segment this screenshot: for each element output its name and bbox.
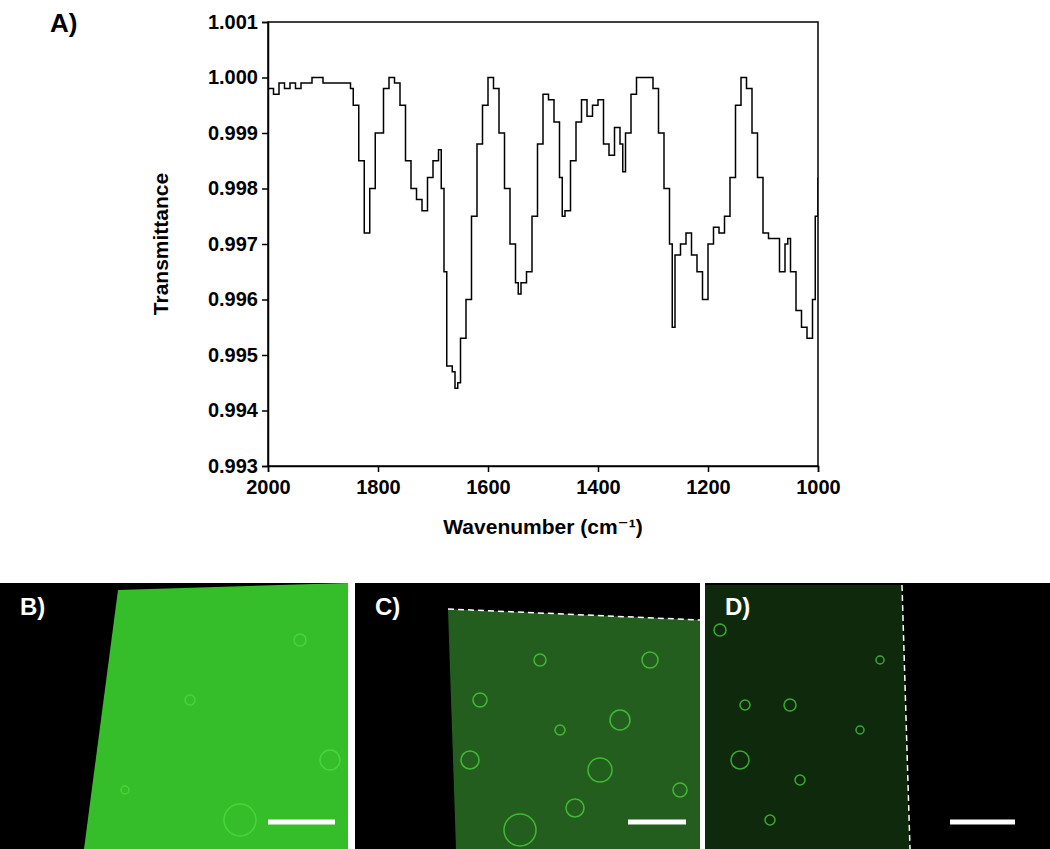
pore-outline — [876, 656, 884, 664]
pore-outline — [740, 700, 750, 710]
micrograph: C) — [355, 583, 700, 849]
x-tick-label: 1600 — [466, 476, 511, 498]
y-tick-mark — [262, 466, 268, 468]
pore-outline — [224, 804, 256, 836]
image-background — [705, 583, 1050, 849]
pore-outline — [795, 775, 805, 785]
y-tick-mark — [262, 244, 268, 246]
x-axis-line — [269, 467, 819, 473]
y-tick: 0.999 — [208, 122, 268, 144]
panel-label: C) — [375, 593, 400, 620]
x-tick-label: 1000 — [796, 476, 841, 498]
panel-label: B) — [20, 593, 45, 620]
y-tick-label: 1.001 — [208, 11, 258, 33]
pore-outline — [461, 751, 479, 769]
x-tick: 1400 — [576, 466, 621, 498]
y-tick-label: 0.998 — [208, 177, 258, 199]
x-tick: 1600 — [466, 466, 511, 498]
y-tick: 0.994 — [208, 399, 268, 421]
x-tick: 2000 — [246, 466, 291, 498]
x-tick-label: 1800 — [356, 476, 401, 498]
y-tick-mark — [262, 188, 268, 190]
panel-label: A) — [50, 8, 77, 38]
y-axis-title: Transmittance — [149, 173, 172, 315]
y-tick: 0.995 — [208, 344, 268, 366]
x-axis: 2000 1800 1600 1400 1200 1000 — [246, 466, 841, 498]
x-tick-mark — [488, 466, 490, 472]
pore-outline — [856, 726, 864, 734]
pore-outline — [294, 634, 306, 646]
y-tick-label: 0.997 — [208, 233, 258, 255]
fluorescent-film — [705, 585, 910, 849]
y-tick: 1.001 — [208, 11, 268, 33]
pore-outline — [566, 799, 584, 817]
edge-outline — [448, 609, 700, 620]
pore-outline — [555, 725, 565, 735]
x-tick-mark — [598, 466, 600, 472]
pore-outline — [504, 814, 536, 846]
scale-bar — [268, 820, 335, 825]
y-tick-mark — [262, 22, 268, 24]
x-tick-label: 2000 — [246, 476, 291, 498]
y-tick-label: 0.993 — [208, 455, 258, 477]
y-tick: 1.000 — [208, 66, 268, 88]
image-content — [84, 583, 348, 849]
pore-outline — [731, 751, 749, 769]
x-tick-mark — [268, 466, 270, 472]
x-tick-mark — [378, 466, 380, 472]
plot-frame — [268, 22, 818, 466]
x-tick: 1800 — [356, 466, 401, 498]
fluorescent-film — [84, 583, 348, 849]
y-tick: 0.998 — [208, 177, 268, 199]
image-background — [355, 583, 700, 849]
scale-bar — [628, 820, 686, 825]
fluorescent-film — [448, 609, 700, 849]
y-tick-label: 0.999 — [208, 122, 258, 144]
x-tick: 1000 — [796, 466, 841, 498]
x-axis-title: Wavenumber (cm⁻¹) — [443, 515, 642, 538]
panel-label: D) — [725, 593, 750, 620]
pore-outline — [642, 652, 658, 668]
pore-outline — [588, 758, 612, 782]
pore-outline — [673, 783, 687, 797]
micrograph: B) — [0, 583, 348, 849]
image-content — [448, 609, 700, 849]
y-tick-mark — [262, 133, 268, 135]
x-tick: 1200 — [686, 466, 731, 498]
micrograph: D) — [705, 583, 1050, 849]
y-tick-label: 0.996 — [208, 288, 258, 310]
pore-outline — [714, 624, 726, 636]
y-tick-mark — [262, 77, 268, 79]
y-tick-label: 1.000 — [208, 66, 258, 88]
y-tick-label: 0.995 — [208, 344, 258, 366]
x-tick-label: 1200 — [686, 476, 731, 498]
y-tick-mark — [262, 299, 268, 301]
pore-outline — [610, 710, 630, 730]
x-tick-mark — [818, 466, 820, 472]
spectrum-line — [268, 78, 818, 389]
pore-outline — [534, 654, 546, 666]
image-content — [705, 585, 910, 849]
edge-outline — [902, 585, 910, 849]
x-tick-mark — [708, 466, 710, 472]
x-tick-label: 1400 — [576, 476, 621, 498]
y-axis-line — [262, 23, 269, 467]
pore-outline — [121, 786, 129, 794]
image-background — [0, 583, 348, 849]
y-axis: 0.993 0.994 0.995 0.996 0.997 0.998 0.999 1.000… — [208, 11, 269, 477]
y-tick-mark — [262, 410, 268, 412]
y-tick-label: 0.994 — [208, 399, 259, 421]
scale-bar — [950, 820, 1015, 825]
y-tick: 0.996 — [208, 288, 268, 310]
pore-outline — [185, 695, 195, 705]
y-tick: 0.997 — [208, 233, 268, 255]
y-tick-mark — [262, 355, 268, 357]
pore-outline — [784, 699, 796, 711]
figure: 0.993 0.994 0.995 0.996 0.997 0.998 0.999 1.000… — [0, 0, 1050, 849]
pore-outline — [765, 815, 775, 825]
y-tick: 0.993 — [208, 455, 268, 477]
pore-outline — [320, 750, 340, 770]
pore-outline — [473, 693, 487, 707]
plot-area — [268, 78, 818, 389]
